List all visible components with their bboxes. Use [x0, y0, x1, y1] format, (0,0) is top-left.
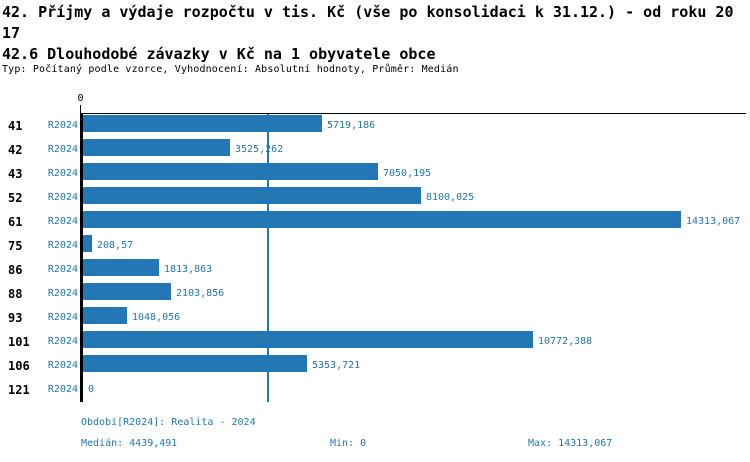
bar	[83, 211, 681, 228]
bar-value-label: 7050,195	[383, 168, 432, 179]
footer-median-label: Medián: 4439,491	[81, 438, 178, 449]
x-axis-zero-tick-label: 0	[77, 93, 84, 104]
chart-subtitle: 42.6 Dlouhodobé závazky v Kč na 1 obyvat…	[2, 45, 436, 63]
row-category-label: 88	[8, 287, 23, 301]
chart-row: 41 R2024 5719,186	[0, 114, 750, 138]
chart-row: 61 R2024 14313,067	[0, 210, 750, 234]
bar-value-label: 10772,388	[538, 336, 593, 347]
bar	[83, 115, 322, 132]
bar-value-label: 208,57	[97, 240, 134, 251]
chart-row: 121 R2024 0	[0, 378, 750, 402]
chart-rows: 41 R2024 5719,186 42 R2024 3525,262 43 R2024 705…	[0, 114, 750, 402]
bar-value-label: 2103,856	[176, 288, 225, 299]
chart-row: 88 R2024 2103,856	[0, 282, 750, 306]
chart-row: 75 R2024 208,57	[0, 234, 750, 258]
bar-value-label: 0	[88, 384, 95, 395]
row-category-label: 52	[8, 191, 23, 205]
bar	[83, 259, 159, 276]
bar	[83, 163, 378, 180]
bar	[83, 331, 533, 348]
row-category-label: 43	[8, 167, 23, 181]
row-series-label: R2024	[47, 312, 78, 323]
bar	[83, 235, 92, 252]
bar-value-label: 1813,863	[164, 264, 213, 275]
row-category-label: 61	[8, 215, 23, 229]
bar	[83, 283, 171, 300]
bar-value-label: 1048,056	[132, 312, 181, 323]
bar	[83, 307, 127, 324]
row-series-label: R2024	[47, 384, 78, 395]
row-category-label: 86	[8, 263, 23, 277]
bar	[83, 139, 230, 156]
bar-chart: 0 41 R2024 5719,186 42 R2024 3525,262 43 R2024 7…	[0, 93, 750, 403]
bar-value-label: 3525,262	[235, 144, 284, 155]
chart-title: 42. Příjmy a výdaje rozpočtu v tis. Kč (…	[2, 3, 734, 42]
row-series-label: R2024	[47, 288, 78, 299]
row-category-label: 101	[8, 335, 30, 349]
x-axis-line	[80, 113, 746, 114]
row-series-label: R2024	[47, 168, 78, 179]
row-series-label: R2024	[47, 120, 78, 131]
row-series-label: R2024	[47, 216, 78, 227]
row-series-label: R2024	[47, 360, 78, 371]
bar	[83, 355, 307, 372]
row-series-label: R2024	[47, 192, 78, 203]
row-category-label: 42	[8, 143, 23, 157]
footer-period-label: Období[R2024]: Realita - 2024	[81, 417, 256, 428]
median-reference-line	[267, 113, 269, 402]
row-series-label: R2024	[47, 264, 78, 275]
footer-min-label: Min: 0	[330, 438, 367, 449]
row-series-label: R2024	[47, 336, 78, 347]
chart-row: 52 R2024 8100,025	[0, 186, 750, 210]
row-category-label: 93	[8, 311, 23, 325]
y-axis-line	[80, 113, 83, 402]
bar	[83, 187, 421, 204]
row-series-label: R2024	[47, 240, 78, 251]
chart-row: 101 R2024 10772,388	[0, 330, 750, 354]
chart-row: 86 R2024 1813,863	[0, 258, 750, 282]
footer-max-label: Max: 14313,067	[528, 438, 613, 449]
row-category-label: 106	[8, 359, 30, 373]
chart-meta-info: Typ: Počítaný podle vzorce, Vyhodnocení:…	[2, 64, 459, 75]
row-category-label: 75	[8, 239, 23, 253]
bar-value-label: 5719,186	[327, 120, 376, 131]
bar-value-label: 14313,067	[686, 216, 741, 227]
chart-row: 106 R2024 5353,721	[0, 354, 750, 378]
row-category-label: 41	[8, 119, 23, 133]
row-category-label: 121	[8, 383, 30, 397]
chart-row: 42 R2024 3525,262	[0, 138, 750, 162]
bar-value-label: 8100,025	[426, 192, 475, 203]
chart-row: 43 R2024 7050,195	[0, 162, 750, 186]
bar-value-label: 5353,721	[312, 360, 361, 371]
chart-row: 93 R2024 1048,056	[0, 306, 750, 330]
x-axis-zero-tick	[80, 105, 81, 113]
row-series-label: R2024	[47, 144, 78, 155]
